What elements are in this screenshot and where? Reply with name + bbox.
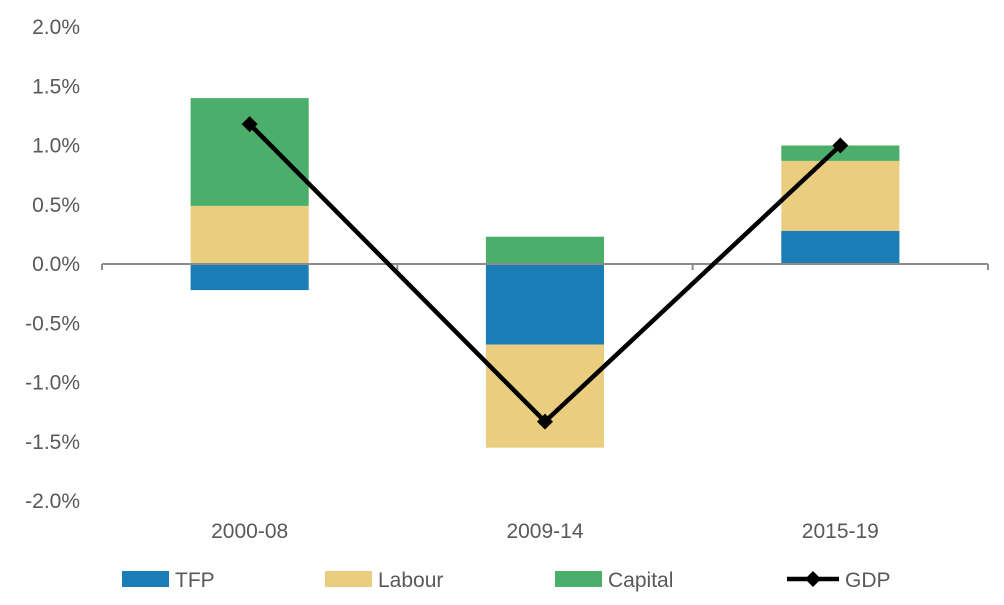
x-category-labels: 2000-08 2009-14 2015-19 [211,520,879,543]
point-gdp-2000-08 [241,116,258,133]
x-category-label: 2015-19 [802,520,879,543]
gdp-line-layer [241,116,849,430]
legend-label-capital: Capital [608,569,673,592]
x-category-label: 2009-14 [506,520,583,543]
point-gdp-2015-19 [832,137,849,154]
bar-tfp-2000-08 [190,264,309,291]
bar-labour-2009-14 [485,344,604,448]
bar-capital-2000-08 [190,98,309,206]
point-gdp-2009-14 [537,413,553,430]
bar-tfp-2009-14 [485,264,604,345]
y-tick-label: 0.5% [32,194,80,217]
legend-swatch-capital [555,571,602,587]
axis-layer [101,263,989,270]
bar-labour-2000-08 [190,205,309,264]
legend: TFP Labour Capital GDP [122,569,891,592]
legend-label-labour: Labour [378,569,443,592]
legend-swatch-labour [325,571,372,587]
legend-swatch-tfp [122,571,169,587]
bar-tfp-2015-19 [781,230,900,264]
legend-marker-gdp [805,571,821,587]
legend-label-tfp: TFP [175,569,215,592]
y-tick-labels: -2.0% -1.5% -1.0% -0.5% 0.0% 0.5% 1.0% 1.5% 2.0% [25,16,80,513]
bar-capital-2009-14 [485,236,604,264]
y-tick-label: -1.5% [25,431,80,454]
y-tick-label: 1.5% [32,75,80,98]
bars-layer [190,98,900,448]
y-tick-label: 2.0% [32,16,80,39]
y-tick-label: -1.0% [25,372,80,395]
bar-labour-2015-19 [781,160,900,231]
y-tick-label: 1.0% [32,135,80,158]
y-tick-label: 0.0% [32,253,80,276]
y-tick-label: -0.5% [25,312,80,335]
legend-label-gdp: GDP [845,569,891,592]
x-category-label: 2000-08 [211,520,288,543]
y-tick-label: -2.0% [25,490,80,513]
